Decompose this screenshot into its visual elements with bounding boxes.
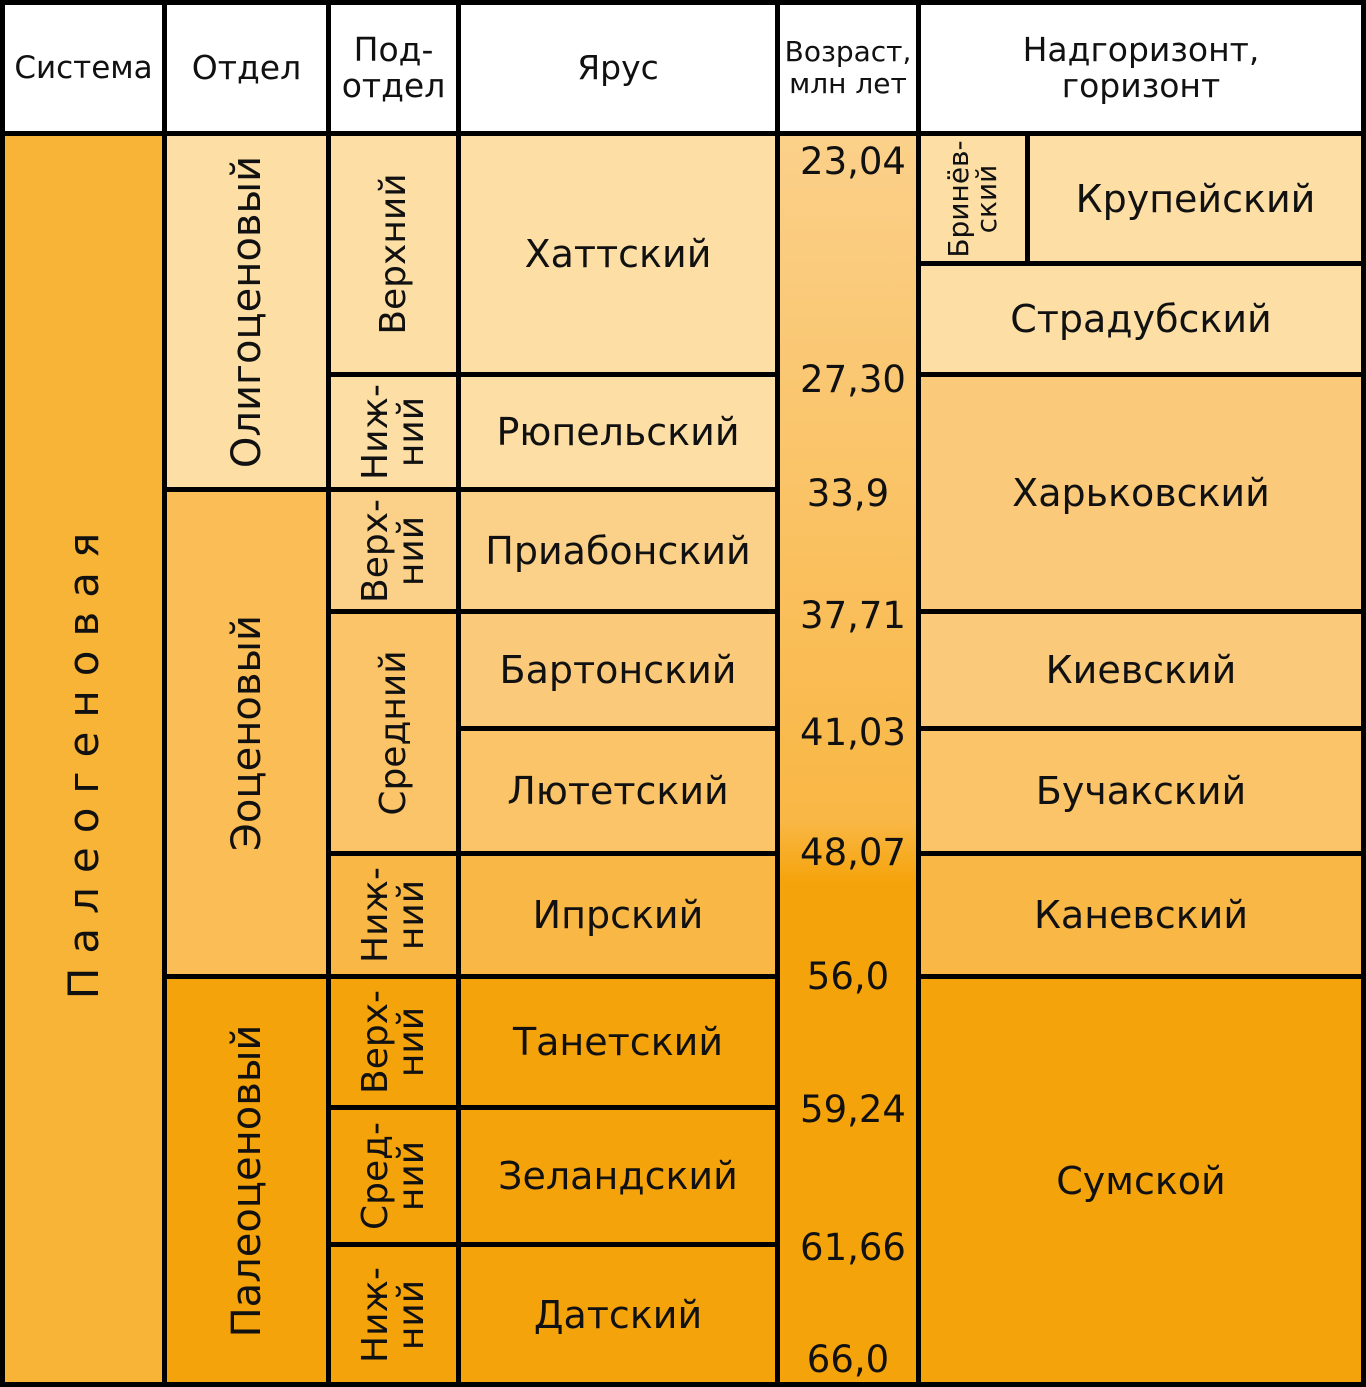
age-label: 37,71: [800, 594, 906, 637]
header-age: Возраст, млн лет: [780, 5, 916, 131]
horizon-cell: Харьковский: [921, 377, 1361, 609]
subseries-cell: Верхний: [331, 136, 456, 372]
horizon-cell: Киевский: [921, 614, 1361, 726]
subseries-cell: Ниж- ний: [331, 856, 456, 974]
stage-cell: Лютетский: [461, 731, 775, 851]
header-system: Система: [5, 5, 162, 131]
horizon-cell: Сумской: [921, 979, 1361, 1382]
age-label: 66,0: [806, 1338, 890, 1381]
header-subseries: Под- отдел: [331, 5, 456, 131]
subseries-label: Верх- ний: [354, 990, 432, 1094]
age-label: 59,24: [800, 1088, 906, 1131]
series-oligocene: Олигоценовый: [167, 136, 326, 487]
subseries-cell: Ниж- ний: [331, 377, 456, 487]
horizon-cell: Бучакский: [921, 731, 1361, 851]
stage-cell: Танетский: [461, 979, 775, 1105]
horizon-cell: Страдубский: [921, 266, 1361, 372]
stage-cell: Хаттский: [461, 136, 775, 372]
age-label: 33,9: [806, 472, 890, 515]
series-label: Палеоценовый: [223, 1024, 270, 1337]
subseries-label: Верхний: [372, 173, 414, 335]
subseries-label: Ниж- ний: [354, 1266, 432, 1363]
age-label: 61,66: [800, 1226, 906, 1269]
system-cell: Палеогеновая: [5, 136, 162, 1382]
header-stage: Ярус: [461, 5, 775, 131]
series-label: Эоценовый: [223, 614, 270, 852]
stage-cell: Приабонский: [461, 492, 775, 609]
subseries-cell: Верх- ний: [331, 492, 456, 609]
subseries-cell: Верх- ний: [331, 979, 456, 1105]
header-series: Отдел: [167, 5, 326, 131]
age-label: 23,04: [800, 140, 906, 183]
horizon-cell: Крупейский: [1030, 136, 1361, 261]
stage-cell: Датский: [461, 1247, 775, 1382]
subseries-cell: Сред- ний: [331, 1110, 456, 1242]
stage-cell: Ипрский: [461, 856, 775, 974]
age-label: 27,30: [800, 358, 906, 401]
horizon-cell: Каневский: [921, 856, 1361, 974]
header-horizon: Надгоризонт, горизонт: [921, 5, 1361, 131]
subseries-label: Верх- ний: [354, 498, 432, 603]
horizon-cell: Бринёв- ский: [921, 136, 1025, 261]
age-label: 41,03: [800, 711, 906, 754]
series-paleocene: Палеоценовый: [167, 979, 326, 1382]
age-label: 48,07: [800, 831, 906, 874]
subseries-cell: Средний: [331, 614, 456, 851]
subseries-label: Сред- ний: [354, 1121, 432, 1231]
age-column: [780, 136, 916, 1382]
stage-cell: Зеландский: [461, 1110, 775, 1242]
stage-cell: Бартонский: [461, 614, 775, 726]
series-label: Олигоценовый: [223, 155, 270, 468]
subseries-label: Ниж- ний: [354, 867, 432, 963]
subseries-label: Средний: [372, 649, 414, 816]
stage-cell: Рюпельский: [461, 377, 775, 487]
system-label: Палеогеновая: [58, 518, 108, 1000]
subseries-cell: Ниж- ний: [331, 1247, 456, 1382]
horizon-label: Бринёв- ский: [942, 139, 1003, 258]
series-eocene: Эоценовый: [167, 492, 326, 974]
subseries-label: Ниж- ний: [354, 384, 432, 480]
age-label: 56,0: [806, 955, 890, 998]
